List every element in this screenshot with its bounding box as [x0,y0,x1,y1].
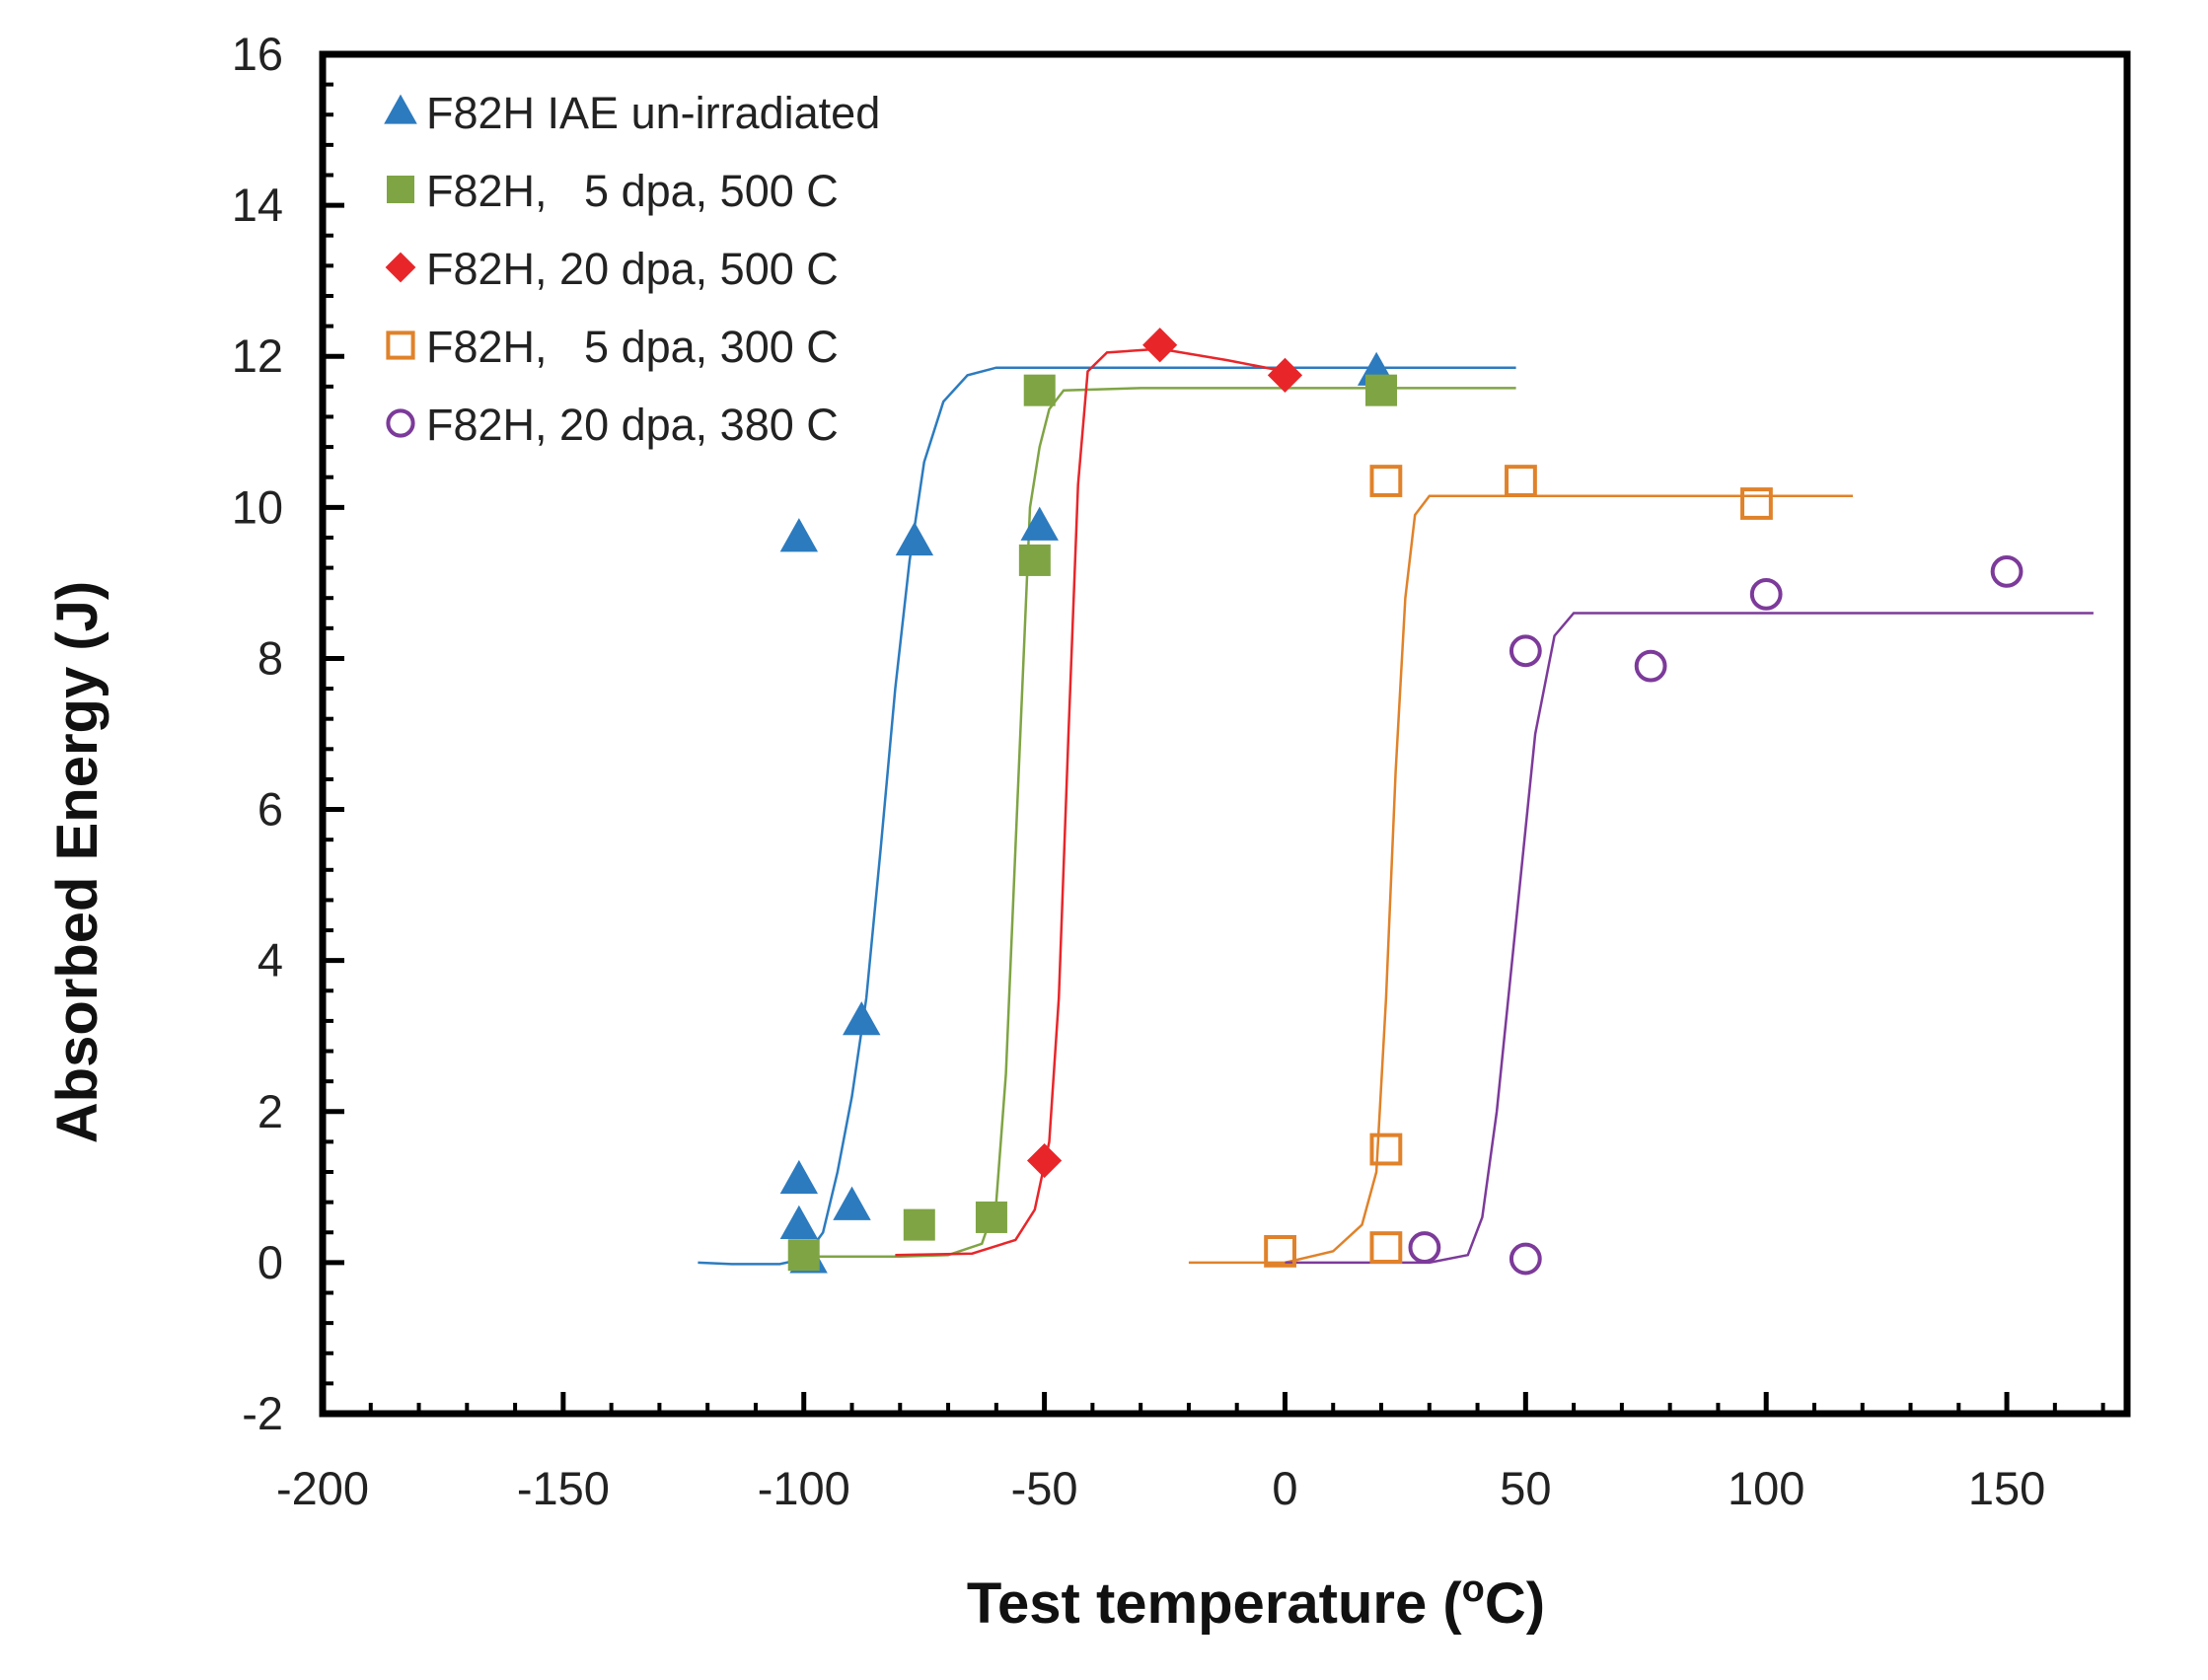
plot-area [698,328,2094,1276]
data-point-series-1-5 [833,1186,871,1220]
data-point-series-4-2 [1369,1231,1403,1264]
y-tick-label: 10 [232,480,283,533]
data-point-series-3-3 [1267,357,1303,393]
axes: -200 -150 -100 -50 0 50 100 150 -2 0 2 4 6 8 10 12 14 16 [232,28,2131,1514]
data-point-series-4-3 [1369,1132,1403,1166]
data-point-series-1-8 [1020,506,1059,541]
y-tick-label: 0 [258,1236,283,1288]
data-point-series-4-6 [1740,487,1773,520]
data-point-series-1-3 [779,1205,819,1240]
legend-label-series-5: F82H, 20 dpa, 380 C [426,400,839,450]
x-tick-label: -150 [517,1462,610,1514]
x-tick-label: 100 [1728,1462,1804,1514]
y-axis-title: Absorbed Energy (J) [45,581,110,1143]
x-tick-label: 50 [1500,1462,1551,1514]
legend-label-series-3: F82H, 20 dpa, 500 C [426,244,839,294]
data-point-series-5-2 [1509,1242,1542,1276]
data-point-series-2-5 [1023,374,1056,406]
data-point-series-1-7 [895,521,934,556]
data-point-series-1-6 [843,1001,881,1036]
y-tick-label: -2 [242,1387,283,1439]
legend-marker-series-1 [384,94,417,124]
legend-label-series-1: F82H IAE un-irradiated [426,88,880,138]
data-point-series-3-2 [1142,328,1178,363]
y-tick-label: 12 [232,329,283,382]
y-tick-label: 14 [232,179,283,231]
x-tick-label: -200 [276,1462,369,1514]
y-tick-label: 16 [232,28,283,80]
data-point-series-2-6 [1365,374,1398,406]
x-axis-title: Test temperature (oC) [967,1569,1545,1636]
data-point-series-2-1 [787,1239,820,1272]
x-tick-label: -100 [758,1462,850,1514]
data-point-series-1-2 [779,1159,819,1195]
legend: F82H IAE un-irradiated F82H, 5 dpa, 500 C… [384,88,880,450]
legend-label-series-4: F82H, 5 dpa, 300 C [426,322,839,372]
x-axis-title-main: Test temperature ( [967,1571,1462,1636]
data-point-series-2-3 [975,1201,1007,1233]
legend-marker-series-2 [387,176,414,203]
data-point-series-4-5 [1505,465,1537,497]
data-point-series-4-1 [1264,1235,1296,1268]
legend-label-series-2: F82H, 5 dpa, 500 C [426,166,839,216]
x-axis-title-suffix: C) [1485,1571,1545,1636]
data-point-series-1-1 [779,518,819,552]
fit-curve-series-5 [1285,612,2094,1265]
data-point-series-5-1 [1408,1231,1441,1264]
y-tick-label: 2 [258,1085,283,1137]
legend-marker-series-4 [386,330,415,360]
data-point-series-2-4 [1018,544,1051,576]
data-point-series-4-4 [1369,465,1403,497]
data-point-series-5-4 [1634,649,1667,683]
data-point-series-5-5 [1749,577,1783,611]
data-point-series-5-3 [1509,634,1542,668]
data-point-series-5-6 [1990,555,2024,588]
y-tick-label: 8 [258,631,283,684]
x-tick-label: 0 [1272,1462,1297,1514]
y-tick-label: 4 [258,934,283,986]
data-point-series-3-1 [1027,1142,1063,1179]
data-point-series-2-2 [903,1208,935,1241]
legend-marker-series-5 [386,408,415,438]
plot-frame [319,50,2131,1418]
y-tick-label: 6 [258,783,283,836]
fit-curve-series-4 [1188,494,1853,1265]
x-tick-label: -50 [1011,1462,1078,1514]
legend-marker-series-3 [385,252,416,283]
x-tick-label: 150 [1968,1462,2045,1514]
x-axis-title-superscript: o [1462,1569,1485,1610]
fit-curve-series-2 [803,387,1516,1259]
